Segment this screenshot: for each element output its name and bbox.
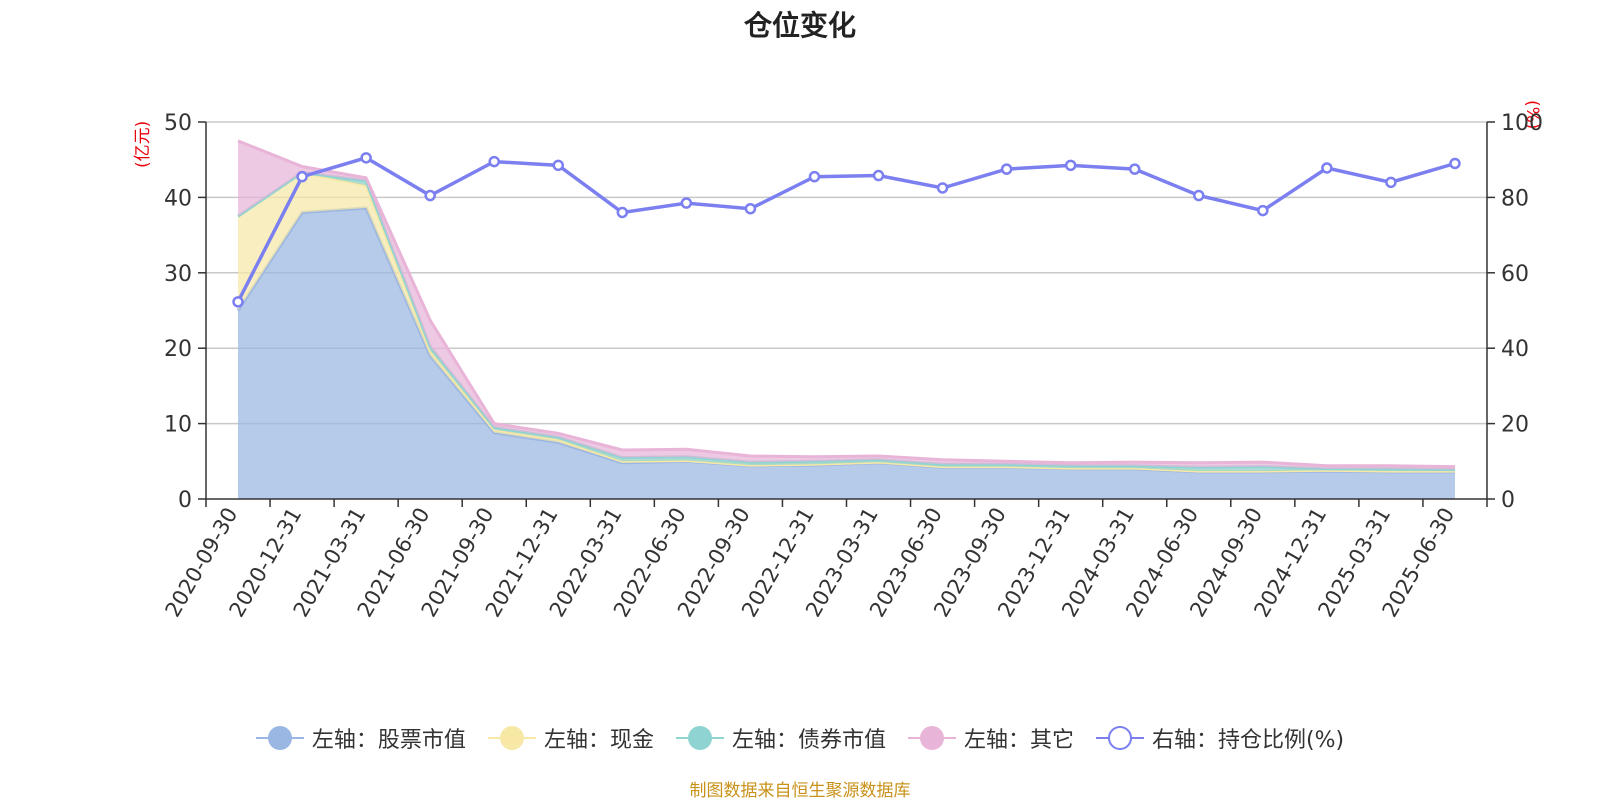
legend-label: 左轴：其它 [963, 728, 1074, 753]
left-tick-label: 30 [164, 262, 192, 287]
right-tick-label: 0 [1501, 488, 1515, 513]
legend-item-cash[interactable]: 左轴：现金 [487, 722, 654, 754]
ratio-point [1000, 163, 1013, 175]
ratio-point [232, 296, 244, 308]
ratio-point [744, 202, 757, 215]
area-layer [236, 139, 1456, 499]
legend: 左轴：股票市值 左轴：现金 左轴：债券市值 左轴：其它 右轴：持仓比例(%) [0, 722, 1600, 754]
legend-label: 左轴：股票市值 [311, 728, 466, 753]
right-tick-label: 100 [1501, 111, 1543, 136]
left-tick-label: 0 [178, 488, 192, 513]
ratio-point [488, 155, 500, 168]
ratio-point [360, 152, 372, 164]
right-tick-label: 80 [1501, 186, 1529, 211]
area-stock [238, 208, 1455, 499]
right-tick-label: 20 [1501, 413, 1529, 438]
legend-stock-icon [255, 725, 304, 751]
legend-item-bond[interactable]: 左轴：债券市值 [675, 722, 886, 754]
left-tick-label: 10 [164, 413, 192, 438]
legend-item-ratio[interactable]: 右轴：持仓比例(%) [1095, 722, 1345, 754]
ratio-point [872, 169, 885, 182]
area-edge-other [237, 139, 1456, 469]
ratio-point [1257, 204, 1269, 217]
ratio-point [1064, 159, 1077, 172]
ratio-point [680, 197, 693, 209]
legend-other-icon [907, 725, 956, 751]
chart-plot: 010203040500204060801002020-09-302020-12… [161, 111, 1543, 621]
ratio-point [936, 182, 949, 194]
ratio-point [1321, 162, 1333, 174]
source-note: 制图数据来自恒生聚源数据库 [689, 781, 911, 801]
ratio-point [552, 159, 565, 172]
ratio-point [1128, 163, 1141, 175]
chart-title: 仓位变化 [743, 9, 856, 42]
legend-label: 左轴：债券市值 [731, 728, 886, 753]
right-tick-label: 40 [1501, 337, 1529, 362]
legend-bond-icon [675, 725, 724, 751]
ratio-line [236, 155, 1456, 303]
right-tick-label: 60 [1501, 262, 1529, 287]
ratio-point [616, 206, 629, 219]
ratio-point [1385, 176, 1397, 189]
ratio-point [808, 170, 821, 183]
legend-item-stock[interactable]: 左轴：股票市值 [255, 722, 466, 754]
area-cash [238, 172, 1455, 472]
left-tick-label: 50 [164, 111, 192, 136]
ratio-point [1193, 189, 1205, 202]
ratio-point [1449, 157, 1461, 170]
left-tick-label: 20 [164, 337, 192, 362]
legend-ratio-icon [1095, 725, 1144, 751]
left-tick-label: 40 [164, 186, 192, 211]
legend-label: 左轴：现金 [543, 728, 654, 753]
legend-cash-icon [487, 725, 536, 751]
ratio-point [424, 189, 436, 202]
legend-label: 右轴：持仓比例(%) [1151, 728, 1345, 753]
legend-item-other[interactable]: 左轴：其它 [907, 722, 1074, 754]
ratio-point [296, 170, 308, 183]
ratio-line-layer [232, 152, 1461, 308]
